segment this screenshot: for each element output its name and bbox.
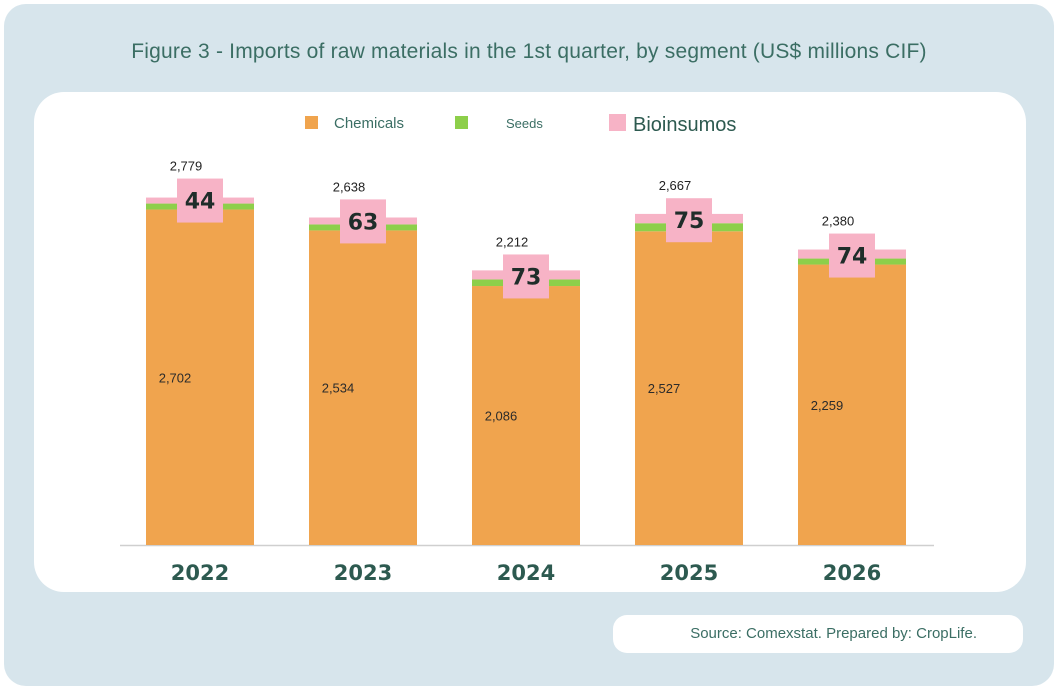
bioinsumos-label-2024: 73 (511, 265, 542, 290)
x-tick-2024: 2024 (497, 561, 555, 585)
source-box: Source: Comexstat. Prepared by: CropLife… (613, 615, 1023, 653)
legend-swatch-chemicals (305, 116, 318, 129)
bioinsumos-callout-2024 (503, 254, 549, 299)
bioinsumos-label-2023: 63 (348, 210, 379, 235)
legend-label-seeds: Seeds (506, 116, 543, 131)
bioinsumos-callout-2023 (340, 199, 386, 244)
chemicals-label-2024: 2,086 (485, 409, 518, 424)
x-tick-2025: 2025 (660, 561, 718, 585)
bar-chemicals-2026 (798, 264, 906, 545)
legend-swatch-bioinsumos (609, 114, 626, 131)
legend-swatch-seeds (455, 116, 468, 129)
x-tick-2026: 2026 (823, 561, 881, 585)
chart-title: Figure 3 - Imports of raw materials in t… (131, 40, 927, 63)
chemicals-label-2022: 2,702 (159, 370, 192, 385)
bioinsumos-label-2026: 74 (837, 245, 868, 270)
chemicals-label-2023: 2,534 (322, 381, 355, 396)
bar-chemicals-2024 (472, 286, 580, 545)
total-label-2022: 2,779 (170, 159, 203, 174)
chemicals-label-2026: 2,259 (811, 398, 844, 413)
source-note: Source: Comexstat. Prepared by: CropLife… (690, 625, 977, 642)
legend-label-chemicals: Chemicals (334, 115, 404, 132)
bioinsumos-label-2022: 44 (185, 190, 216, 215)
bar-chemicals-2023 (309, 230, 417, 545)
total-label-2024: 2,212 (496, 234, 529, 249)
legend-label-bioinsumos: Bioinsumos (633, 114, 736, 136)
bioinsumos-callout-2025 (666, 198, 712, 243)
x-tick-2023: 2023 (334, 561, 392, 585)
bioinsumos-callout-2026 (829, 233, 875, 278)
bioinsumos-label-2025: 75 (674, 209, 705, 234)
bar-chemicals-2025 (635, 231, 743, 545)
total-label-2023: 2,638 (333, 179, 366, 194)
bioinsumos-callout-2022 (177, 178, 223, 223)
bar-chemicals-2022 (146, 209, 254, 545)
total-label-2026: 2,380 (822, 214, 855, 229)
total-label-2025: 2,667 (659, 178, 692, 193)
x-tick-2022: 2022 (171, 561, 229, 585)
chemicals-label-2025: 2,527 (648, 381, 681, 396)
